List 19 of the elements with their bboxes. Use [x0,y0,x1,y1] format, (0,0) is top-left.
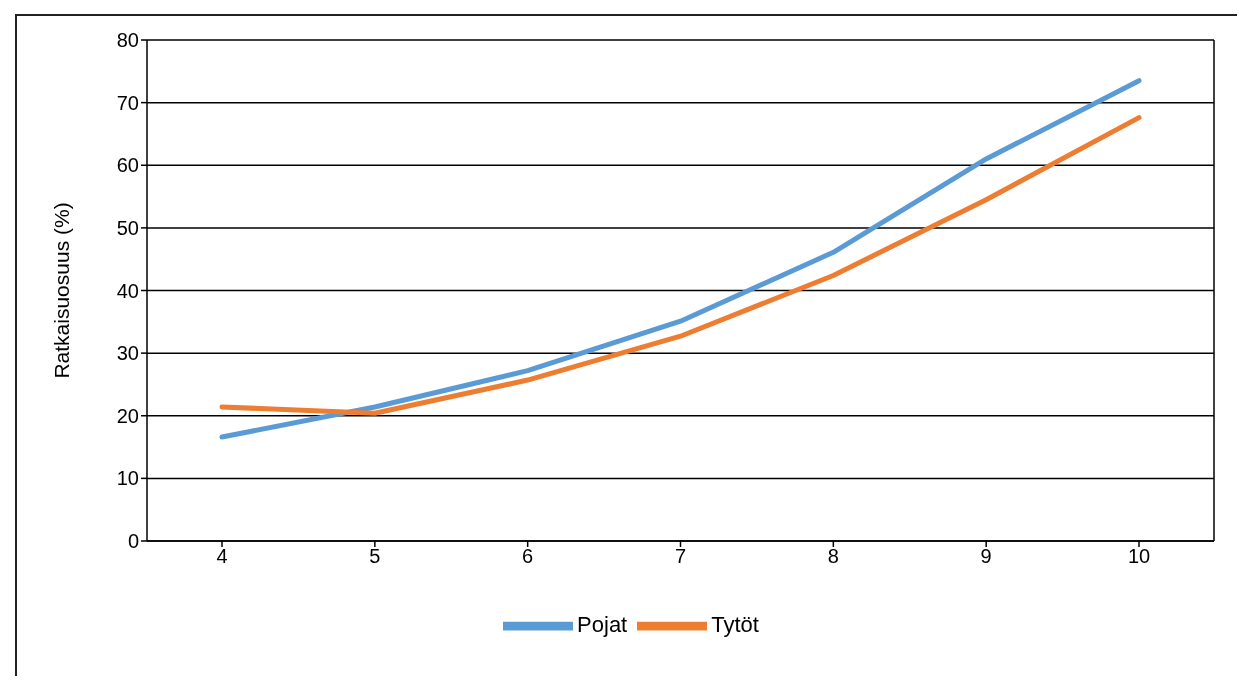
y-axis-title: Ratkaisuosuus (%) [50,202,74,379]
x-tick-label: 6 [522,545,534,568]
x-tick-label: 4 [216,545,228,568]
y-tick-label: 80 [116,29,139,52]
x-tick-label: 9 [980,545,992,568]
y-tick-label: 60 [116,154,139,177]
legend-label: Tytöt [711,611,759,637]
y-tick-label: 50 [116,216,139,239]
legend-label: Pojat [577,611,628,637]
x-tick-label: 10 [1127,545,1151,568]
y-tick-label: 40 [116,279,139,302]
x-tick-label: 7 [674,545,687,568]
y-tick-label: 10 [116,467,139,490]
y-tick-label: 70 [116,91,139,114]
y-tick-label: 0 [127,530,139,553]
x-tick-label: 8 [827,545,839,568]
x-tick-label: 5 [369,545,381,568]
y-tick-label: 30 [116,342,139,365]
y-tick-label: 20 [116,404,139,427]
